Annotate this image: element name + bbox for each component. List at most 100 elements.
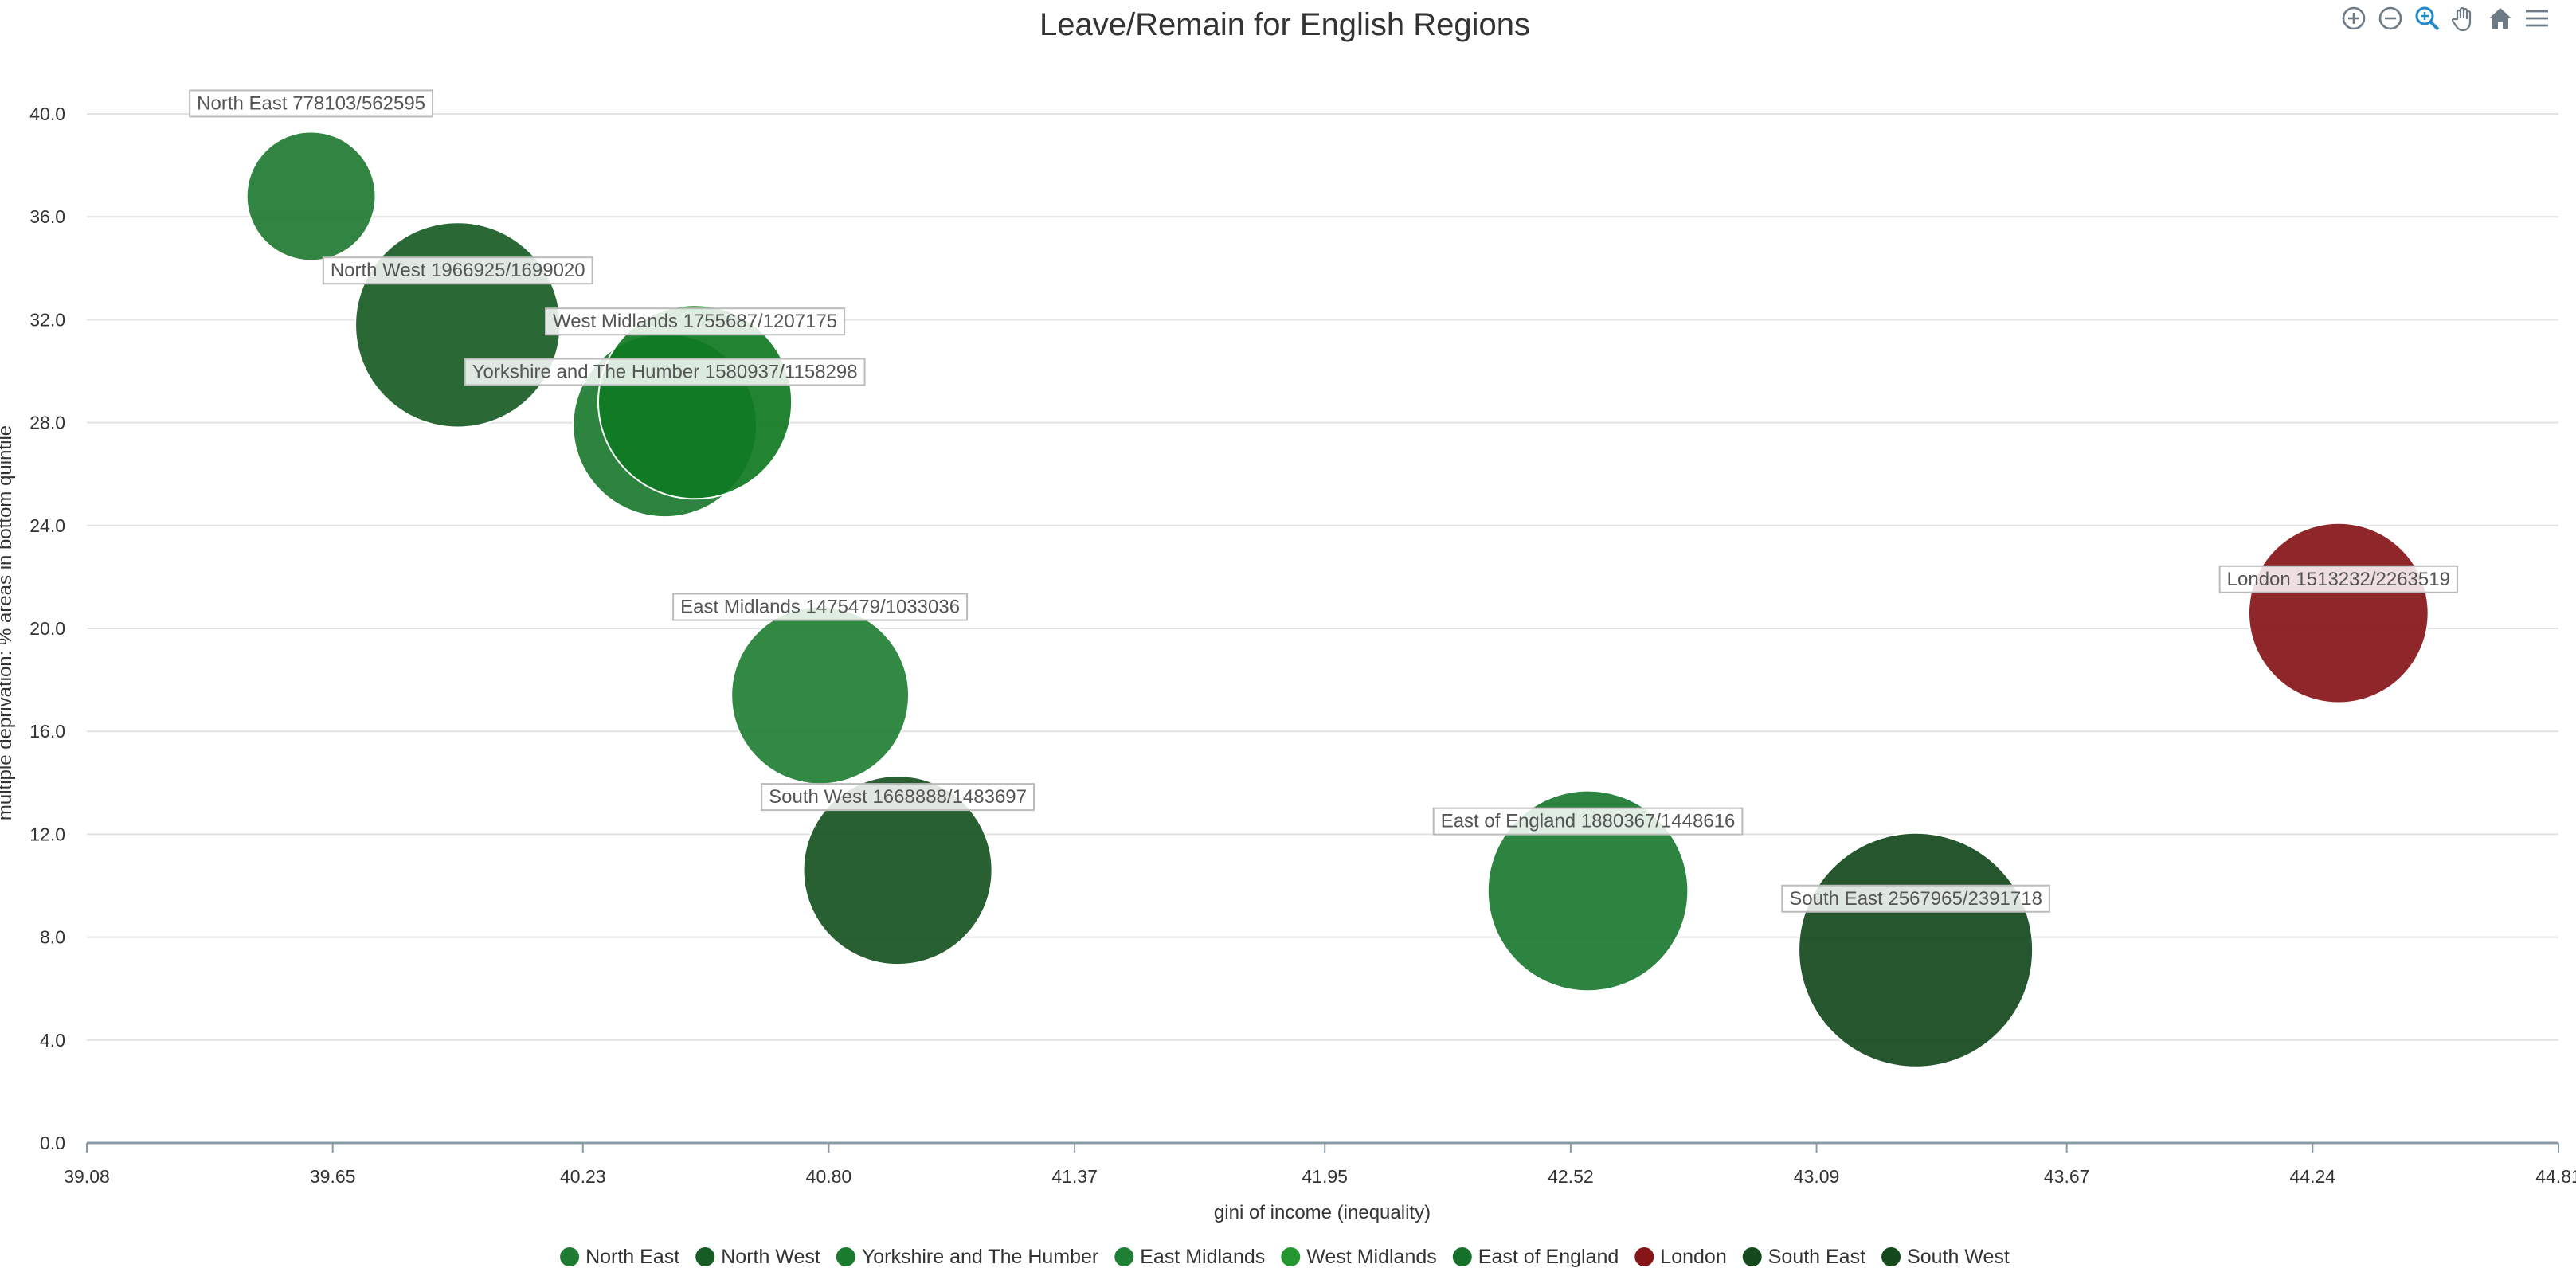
bubble-south-west[interactable] [802, 775, 993, 966]
legend-marker [1881, 1247, 1901, 1266]
data-label-box [761, 783, 1035, 812]
zoom-in-icon [2342, 6, 2366, 30]
data-label-north-east: North East 778103/562595 [189, 89, 434, 118]
menu-icon [2526, 10, 2548, 27]
bubble-south-east[interactable] [1798, 832, 2034, 1068]
data-label-text: South West 1668888/1483697 [769, 786, 1027, 808]
data-label-london: London 1513232/2263519 [2218, 565, 2458, 593]
data-label-box [464, 358, 866, 386]
data-label-box [1781, 884, 2050, 913]
x-tick-label: 44.24 [2290, 1166, 2336, 1187]
zoom-out-icon [2378, 6, 2402, 30]
data-label-box [2218, 565, 2458, 593]
pan-button[interactable] [2449, 3, 2479, 33]
data-label-box [1432, 807, 1744, 836]
data-label-box [322, 256, 593, 285]
chart-title: Leave/Remain for English Regions [1039, 7, 1530, 42]
y-tick-label: 36.0 [29, 206, 65, 227]
data-label-text: East Midlands 1475479/1033036 [680, 597, 960, 618]
reset-zoom-button[interactable] [2485, 3, 2515, 33]
x-tick-label: 40.23 [560, 1166, 606, 1187]
y-tick-label: 32.0 [29, 309, 65, 330]
y-tick-label: 16.0 [29, 721, 65, 742]
chart-toolbar [2339, 3, 2552, 33]
data-labels: North East 778103/562595 North West 19669… [189, 89, 2458, 913]
x-tick-label: 39.65 [310, 1166, 356, 1187]
y-tick-label: 12.0 [29, 824, 65, 844]
axes: 0.0 4.0 8.0 12.0 16.0 20.0 24.0 28.0 32.0 36.0 40.… [29, 104, 2576, 1187]
data-label-south-west: South West 1668888/1483697 [761, 783, 1035, 812]
y-tick-label: 40.0 [29, 104, 65, 124]
data-label-text: London 1513232/2263519 [2227, 569, 2450, 590]
legend-item-yorkshire-and-the-humber[interactable]: Yorkshire and The Humber [836, 1246, 1098, 1268]
legend-item-north-east[interactable]: North East [560, 1246, 679, 1268]
grid-lines [87, 113, 2558, 1041]
bubble-west-midlands[interactable] [597, 304, 793, 500]
home-icon [2489, 8, 2511, 29]
data-label-west-midlands: West Midlands 1755687/1207175 [544, 307, 846, 336]
bubble-london[interactable] [2247, 522, 2429, 704]
legend-item-east-midlands[interactable]: East Midlands [1114, 1246, 1265, 1268]
x-tick-label: 41.37 [1051, 1166, 1098, 1187]
bubble-east-midlands[interactable] [730, 605, 910, 785]
legend-item-north-west[interactable]: North West [695, 1246, 820, 1268]
legend-label: North East [585, 1246, 679, 1268]
data-label-yorkshire-and-the-humber: Yorkshire and The Humber 1580937/1158298 [464, 358, 866, 386]
y-tick-label: 24.0 [29, 515, 65, 536]
data-label-north-west: North West 1966925/1699020 [322, 256, 593, 285]
x-tick-label: 41.95 [1302, 1166, 1348, 1187]
data-label-box [672, 593, 969, 621]
data-label-text: Yorkshire and The Humber 1580937/1158298 [472, 361, 858, 382]
data-label-text: East of England 1880367/1448616 [1441, 811, 1736, 832]
data-label-text: South East 2567965/2391718 [1789, 888, 2042, 910]
y-tick-label: 20.0 [29, 618, 65, 639]
data-label-east-midlands: East Midlands 1475479/1033036 [672, 593, 969, 621]
legend-label: East of England [1478, 1246, 1619, 1268]
x-tick-label: 43.09 [1794, 1166, 1840, 1187]
data-label-box [189, 89, 434, 118]
legend-label: London [1660, 1246, 1726, 1268]
legend-marker [1742, 1247, 1762, 1266]
legend-marker [695, 1247, 715, 1266]
y-axis-title: multiple deprivation: % areas in bottom … [0, 425, 16, 820]
pan-hand-icon [2451, 6, 2472, 32]
data-label-east-of-england: East of England 1880367/1448616 [1432, 807, 1744, 836]
menu-button[interactable] [2522, 3, 2552, 33]
legend-label: East Midlands [1140, 1246, 1265, 1268]
selection-zoom-button[interactable] [2412, 3, 2442, 33]
data-label-text: North West 1966925/1699020 [331, 260, 585, 281]
magnifier-icon [2415, 6, 2440, 31]
legend-item-south-east[interactable]: South East [1742, 1246, 1865, 1268]
legend-item-london[interactable]: London [1634, 1246, 1727, 1268]
bubble-east-of-england[interactable] [1486, 789, 1689, 992]
x-tick-label: 44.81 [2535, 1166, 2576, 1187]
legend-label: West Midlands [1306, 1246, 1437, 1268]
legend-marker [560, 1247, 580, 1266]
x-tick-label: 43.67 [2044, 1166, 2090, 1187]
legend-marker [1281, 1247, 1301, 1266]
legend-marker [1452, 1247, 1472, 1266]
data-label-text: West Midlands 1755687/1207175 [553, 311, 837, 332]
legend-label: South West [1907, 1246, 2010, 1268]
y-tick-label: 0.0 [40, 1133, 65, 1153]
legend-item-west-midlands[interactable]: West Midlands [1281, 1246, 1437, 1268]
data-label-south-east: South East 2567965/2391718 [1781, 884, 2050, 913]
zoom-in-button[interactable] [2339, 3, 2369, 33]
legend-marker [836, 1247, 855, 1266]
data-label-box [544, 307, 846, 336]
data-label-text: North East 778103/562595 [197, 92, 425, 114]
y-tick-label: 4.0 [40, 1030, 65, 1051]
legend-marker [1114, 1247, 1134, 1266]
x-axis-title: gini of income (inequality) [1214, 1202, 1431, 1223]
bubble-north-west[interactable] [354, 221, 562, 429]
legend-item-south-west[interactable]: South West [1881, 1246, 2010, 1268]
legend-label: North West [721, 1246, 820, 1268]
bubble-north-east[interactable] [245, 131, 377, 262]
y-tick-label: 8.0 [40, 927, 65, 948]
y-tick-label: 28.0 [29, 413, 65, 433]
x-tick-label: 40.80 [806, 1166, 852, 1187]
legend-item-east-of-england[interactable]: East of England [1452, 1246, 1619, 1268]
zoom-out-button[interactable] [2375, 3, 2406, 33]
legend: North East North West Yorkshire and The Hu… [560, 1246, 2010, 1268]
